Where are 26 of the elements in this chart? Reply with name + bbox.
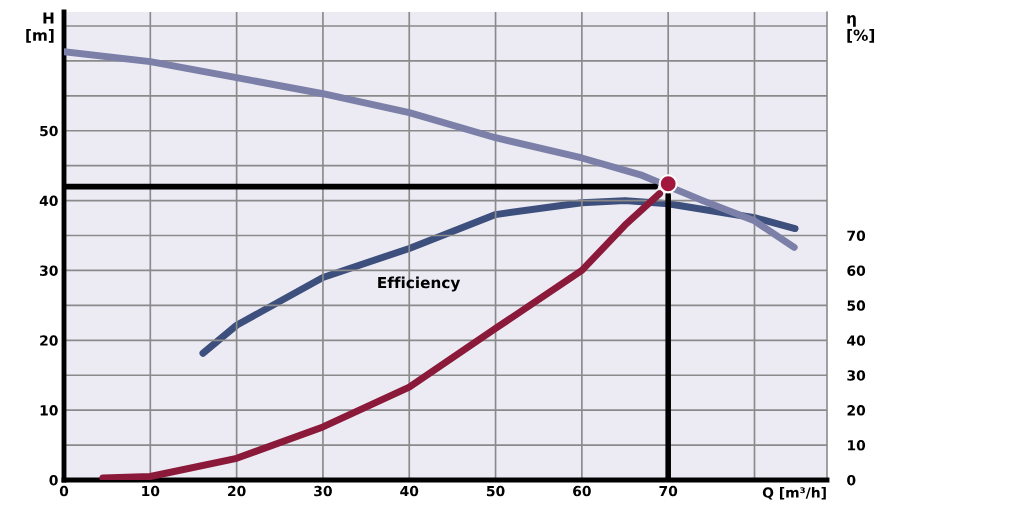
x-tick-label: 0 xyxy=(59,485,69,497)
x-tick-label: 10 xyxy=(142,485,160,497)
y2-tick-label: 60 xyxy=(847,265,866,276)
y-tick-label: 10 xyxy=(40,405,58,416)
y-tick-label: 30 xyxy=(40,265,58,276)
x-tick-label: 70 xyxy=(659,485,678,497)
y2-tick-label: 10 xyxy=(848,440,866,451)
y-axis-title: H [m] xyxy=(26,12,54,43)
x-axis-title: Q [m³/h] xyxy=(762,487,826,500)
x-tick-label: 50 xyxy=(486,485,505,497)
y-tick-label: 20 xyxy=(40,335,58,346)
y2-tick-label: 70 xyxy=(847,230,866,241)
y2-tick-label: 50 xyxy=(847,300,866,311)
x-tick-label: 30 xyxy=(314,485,332,497)
y2-tick-label: 30 xyxy=(847,370,866,381)
y-tick-label: 50 xyxy=(40,125,58,137)
y2-tick-label: 20 xyxy=(847,405,866,416)
y2-tick-label: 0 xyxy=(847,474,856,486)
x-tick-label: 40 xyxy=(400,485,419,497)
y2-axis-title: η [%] xyxy=(847,15,875,43)
x-tick-label: 20 xyxy=(228,485,246,497)
y-tick-label: 0 xyxy=(49,474,58,486)
y-tick-label: 40 xyxy=(39,195,58,207)
annotation: Efficiency xyxy=(378,276,461,292)
y2-tick-label: 40 xyxy=(847,335,866,346)
x-tick-label: 60 xyxy=(573,485,591,497)
